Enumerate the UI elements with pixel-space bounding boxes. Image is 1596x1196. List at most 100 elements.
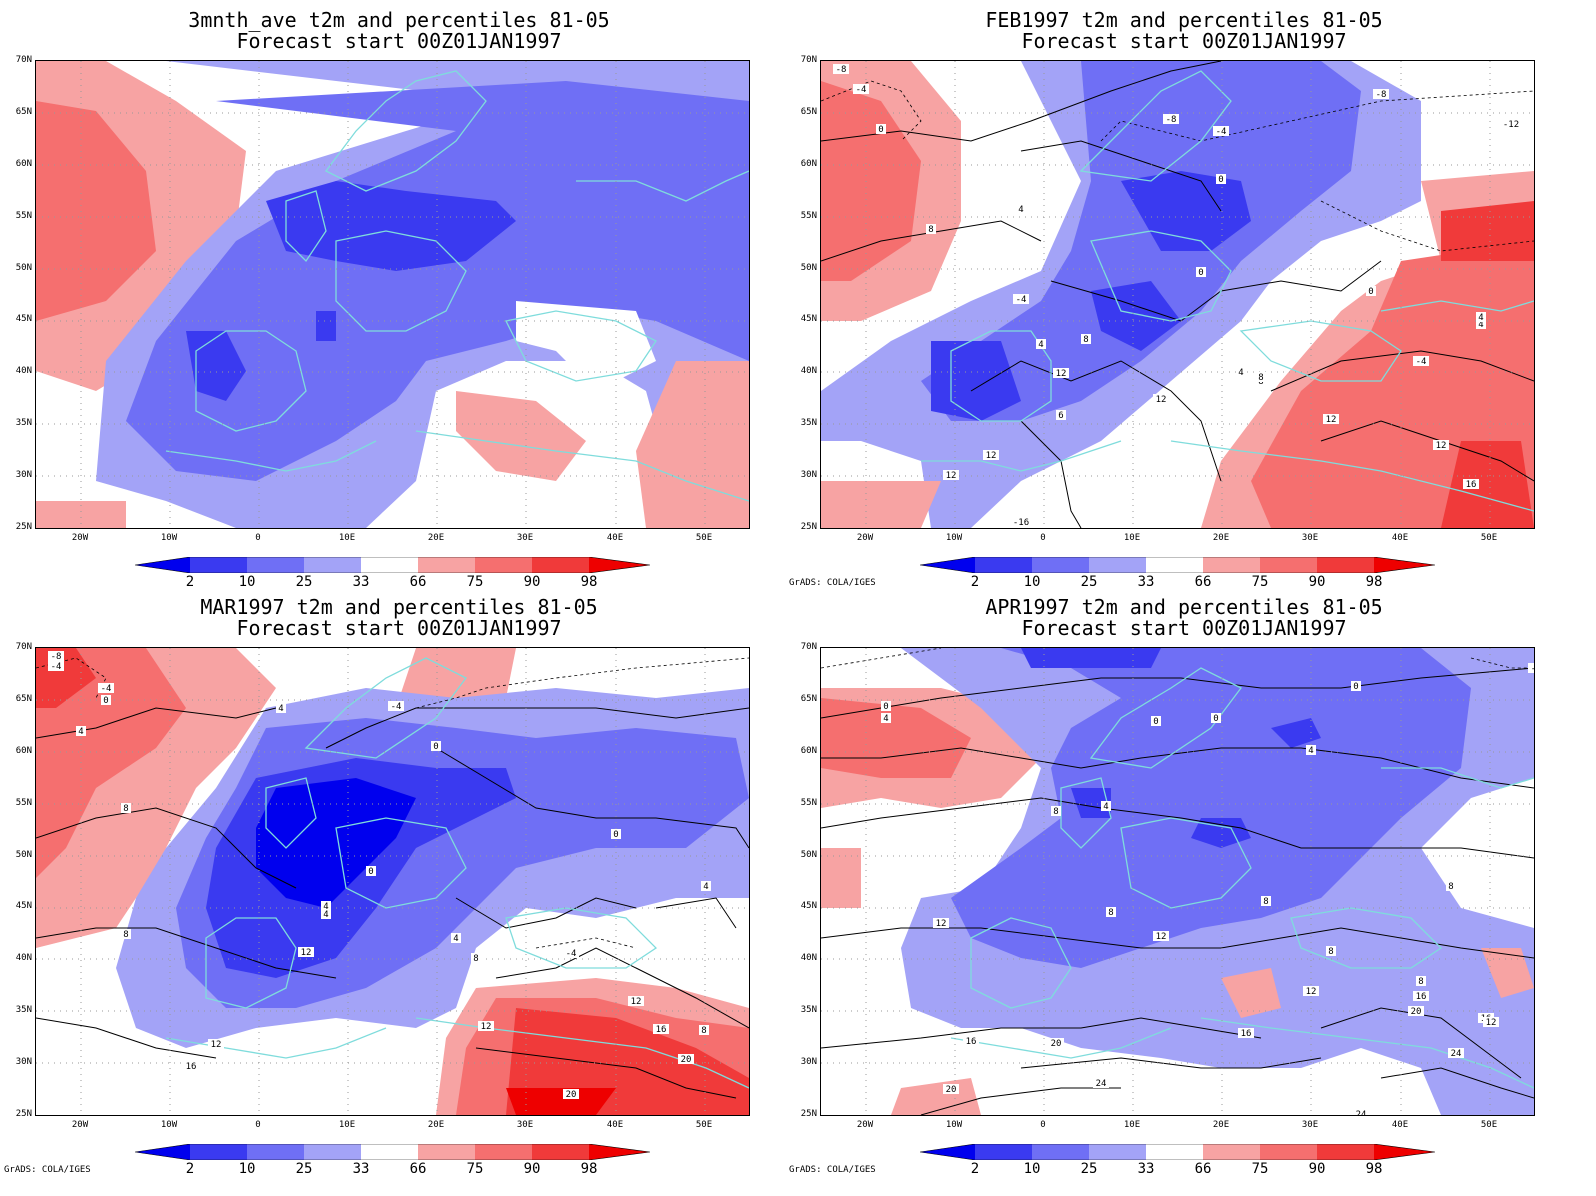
contour-label: -4 bbox=[51, 662, 62, 672]
lat-label: 45N bbox=[15, 314, 32, 324]
contour-label: -12 bbox=[1503, 120, 1519, 130]
contour-label: 6 bbox=[1058, 411, 1063, 421]
contour-label: 12 bbox=[301, 948, 312, 958]
contour-label: 12 bbox=[481, 1022, 492, 1032]
contour-label: -8 bbox=[836, 65, 847, 75]
contour-label: 4 bbox=[1038, 340, 1043, 350]
contour-label: 12 bbox=[211, 1040, 222, 1050]
panel-apr1997: APR1997 t2m and percentiles 81-05 Foreca… bbox=[785, 587, 1583, 1185]
lon-label: 40E bbox=[606, 1120, 624, 1130]
colorbar-label: 10 bbox=[1023, 574, 1041, 590]
colorbar-label: 66 bbox=[409, 1161, 427, 1177]
contour-label-bg bbox=[366, 866, 376, 876]
contour-label: 0 bbox=[1213, 714, 1218, 724]
contour-label-bg bbox=[1413, 991, 1429, 1001]
colorbar-label: 66 bbox=[1194, 574, 1212, 590]
lon-label: 30E bbox=[1301, 1120, 1319, 1130]
lon-label: 20E bbox=[427, 533, 445, 543]
lat-label: 60N bbox=[15, 746, 32, 756]
contour-label-bg bbox=[48, 661, 64, 671]
colorbar-label: 2 bbox=[970, 1161, 980, 1177]
contour-label: 4 bbox=[453, 934, 458, 944]
contour-label-bg bbox=[1106, 907, 1116, 917]
lat-label: 70N bbox=[15, 55, 32, 65]
contour-label-bg bbox=[388, 701, 404, 711]
contour-label: 8 bbox=[1448, 882, 1453, 892]
lat-label: 55N bbox=[15, 798, 32, 808]
colorbar-label: 98 bbox=[1365, 1161, 1383, 1177]
panel-title-line2: Forecast start 00Z01JAN1997 bbox=[236, 616, 562, 640]
contour-label: 20 bbox=[1411, 1007, 1422, 1017]
contour-label: 8 bbox=[1263, 897, 1268, 907]
lon-label: 0 bbox=[1040, 1120, 1046, 1130]
contour-label: 8 bbox=[473, 954, 478, 964]
contour-label-bg bbox=[963, 1036, 979, 1046]
contour-label-bg bbox=[833, 64, 849, 74]
lon-label: 10W bbox=[160, 1120, 178, 1130]
lat-label: 55N bbox=[800, 211, 817, 221]
colorbar-label: 90 bbox=[1308, 574, 1326, 590]
contour-label: 12 bbox=[1156, 932, 1167, 942]
contour-label-bg bbox=[1483, 1017, 1499, 1027]
panel-mar1997: MAR1997 t2m and percentiles 81-05 Foreca… bbox=[0, 587, 798, 1185]
colorbar-label: 33 bbox=[352, 1161, 370, 1177]
panel-3month-average: 3mnth_ave t2m and percentiles 81-05 Fore… bbox=[0, 0, 798, 598]
colorbar-label: 66 bbox=[409, 574, 427, 590]
contour-label: 16 bbox=[1466, 480, 1477, 490]
contour-label-bg bbox=[471, 953, 481, 963]
contour-label-bg bbox=[76, 726, 86, 736]
contour-label: 0 bbox=[368, 867, 373, 877]
colorbar-label: 10 bbox=[238, 1161, 256, 1177]
lon-label: 10W bbox=[945, 533, 963, 543]
contour-label-bg bbox=[298, 947, 314, 957]
panel-feb1997: FEB1997 t2m and percentiles 81-05 Foreca… bbox=[785, 0, 1583, 598]
grads-credit: GrADS: COLA/IGES bbox=[4, 1165, 91, 1175]
contour-label-bg bbox=[1446, 881, 1456, 891]
contour-label: 4 bbox=[1103, 802, 1108, 812]
colorbar-label: 75 bbox=[1251, 574, 1269, 590]
contour-label-bg bbox=[321, 909, 331, 919]
contour-label: 8 bbox=[123, 804, 128, 814]
contour-label-bg bbox=[1081, 334, 1091, 344]
contour-label: -4 bbox=[1531, 664, 1534, 674]
lon-label: 20W bbox=[71, 533, 89, 543]
colorbar-label: 2 bbox=[970, 574, 980, 590]
lat-label: 25N bbox=[800, 1109, 817, 1119]
contour-label-bg bbox=[1196, 267, 1206, 277]
colorbar bbox=[135, 557, 650, 573]
contour-label: -8 bbox=[1376, 90, 1387, 100]
lon-label: 20E bbox=[427, 1120, 445, 1130]
contour-label-bg bbox=[1056, 410, 1066, 420]
contour-label-bg bbox=[699, 1025, 709, 1035]
contour-label: -4 bbox=[1016, 295, 1027, 305]
contour-label: 8 bbox=[1083, 335, 1088, 345]
colorbar-label: 25 bbox=[1080, 1161, 1098, 1177]
contour-label: 0 bbox=[433, 742, 438, 752]
contour-label-bg bbox=[563, 1089, 579, 1099]
contour-label-bg bbox=[933, 918, 949, 928]
lat-label: 55N bbox=[800, 798, 817, 808]
contour-label: 12 bbox=[1326, 415, 1337, 425]
contour-label-bg bbox=[1303, 986, 1319, 996]
lat-label: 70N bbox=[15, 642, 32, 652]
contour-label-bg bbox=[208, 1039, 224, 1049]
contour-label-bg bbox=[678, 1054, 694, 1064]
colorbar-label: 25 bbox=[1080, 574, 1098, 590]
lat-label: 50N bbox=[15, 263, 32, 273]
lat-label: 70N bbox=[800, 642, 817, 652]
lat-label: 45N bbox=[800, 901, 817, 911]
lat-label: 40N bbox=[15, 366, 32, 376]
lat-label: 30N bbox=[15, 470, 32, 480]
contour-label-bg bbox=[1528, 663, 1534, 673]
contour-label: 0 bbox=[1218, 175, 1223, 185]
contour-label-bg bbox=[1036, 339, 1046, 349]
lat-label: 45N bbox=[15, 901, 32, 911]
contour-label-bg bbox=[563, 948, 579, 958]
contour-label-bg bbox=[1093, 1078, 1109, 1088]
colorbar-label: 66 bbox=[1194, 1161, 1212, 1177]
contour-label: 12 bbox=[1436, 441, 1447, 451]
contour-label-bg bbox=[1153, 931, 1169, 941]
lat-label: 40N bbox=[15, 953, 32, 963]
contour-label-bg bbox=[1013, 294, 1029, 304]
contour-label-bg bbox=[1353, 1109, 1369, 1115]
